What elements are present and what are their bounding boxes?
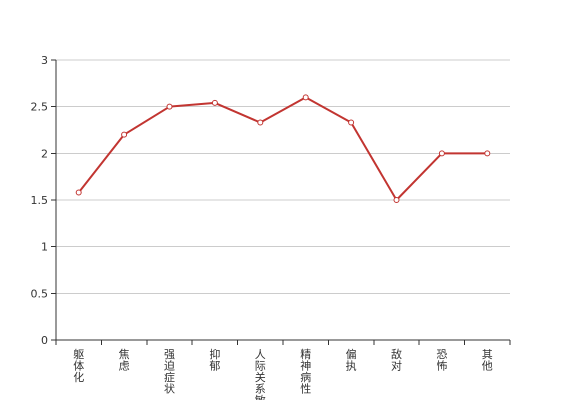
- grid-lines: [56, 59, 510, 294]
- data-point: [211, 99, 218, 106]
- x-tick-label: 强迫症状: [164, 348, 175, 396]
- data-point: [121, 131, 128, 138]
- y-tick-label: 0: [41, 334, 48, 347]
- data-point: [484, 150, 491, 157]
- data-point: [302, 94, 309, 101]
- y-tick-label: 3: [41, 54, 48, 67]
- x-tick-label: 精神病性: [300, 348, 311, 396]
- y-tick-label: 2.5: [31, 101, 49, 114]
- data-point: [75, 189, 82, 196]
- y-tick-label: 1.5: [31, 194, 49, 207]
- data-point: [166, 103, 173, 110]
- axes: [51, 59, 511, 345]
- x-tick-label: 焦虑: [119, 348, 130, 373]
- data-point: [438, 150, 445, 157]
- y-axis-tick-labels: 0 0.5 1 1.5 2 2.5 3: [31, 54, 49, 347]
- x-tick-label: 敌对: [391, 347, 402, 373]
- x-tick-label: 恐怖: [436, 348, 447, 373]
- data-point: [393, 197, 400, 203]
- data-point: [348, 119, 355, 126]
- series-polyline: [77, 96, 488, 201]
- x-tick-label: 偏执: [346, 347, 357, 373]
- x-axis-tick-labels: 躯体化 焦虑 强迫症状 抑郁 人际关系敏感 精神病性 偏执 敌对 恐怖 其他: [73, 347, 493, 400]
- x-tick-label: 躯体化: [73, 348, 84, 384]
- y-tick-label: 1: [41, 241, 48, 254]
- series-line: [77, 96, 488, 201]
- x-tick-label: 人际关系敏感: [255, 348, 266, 400]
- series-points: [75, 94, 491, 203]
- y-tick-label: 2: [41, 147, 48, 160]
- data-point: [257, 119, 264, 126]
- x-tick-label: 其他: [482, 348, 493, 373]
- x-tick-label: 抑郁: [209, 347, 220, 373]
- y-tick-label: 0.5: [31, 287, 49, 300]
